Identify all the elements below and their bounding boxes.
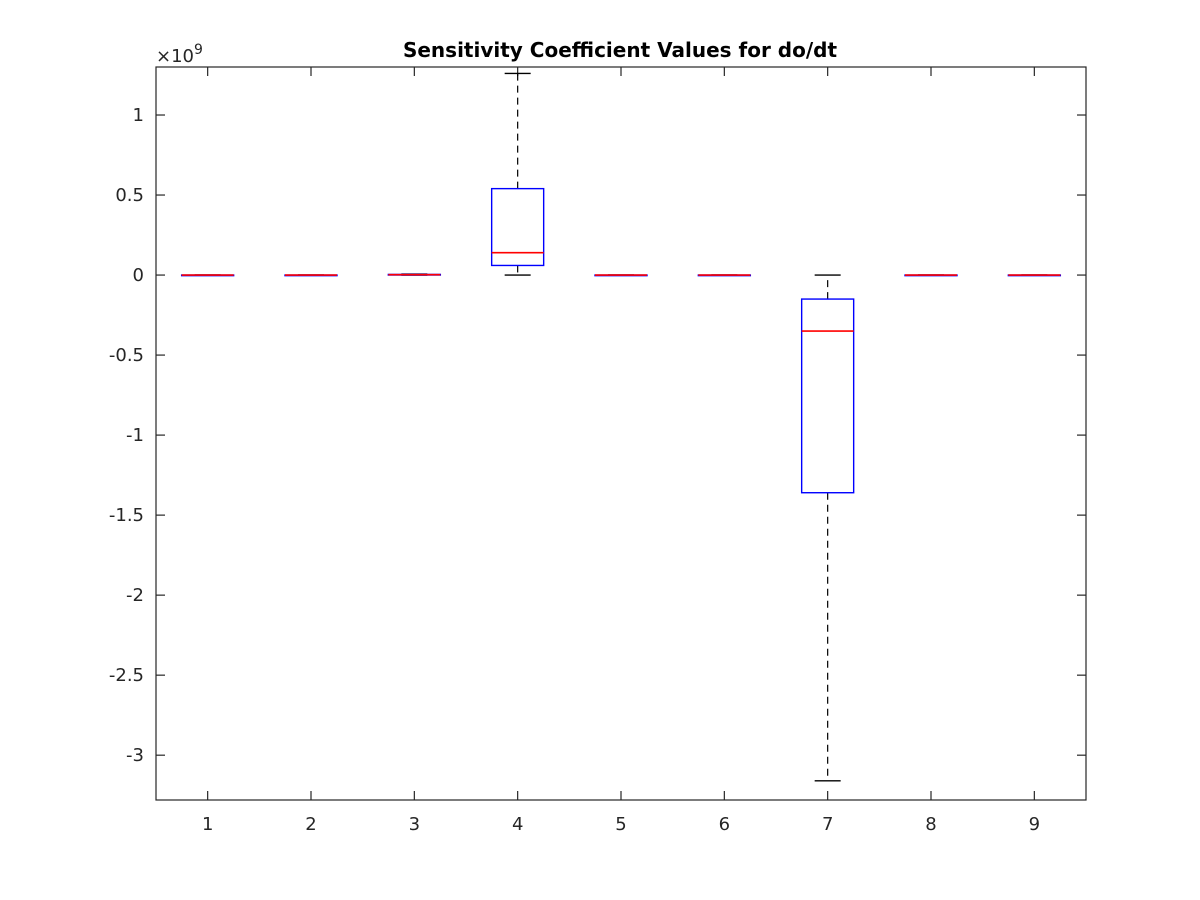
x-tick-label-6: 6 xyxy=(719,814,730,835)
x-tick-label-4: 4 xyxy=(512,814,523,835)
x-tick-label-7: 7 xyxy=(822,814,833,835)
x-tick-label-5: 5 xyxy=(615,814,626,835)
y-tick-label-4: -1 xyxy=(126,425,144,446)
y-axis-exponent-base: ×10 xyxy=(156,46,194,67)
y-tick-label-2: 0 xyxy=(133,265,144,286)
box-7 xyxy=(800,298,855,494)
y-tick-label-1: 0.5 xyxy=(115,185,144,206)
box-4 xyxy=(490,187,545,267)
y-tick-label-0: 1 xyxy=(133,105,144,126)
x-tick-label-2: 2 xyxy=(305,814,316,835)
x-tick-label-8: 8 xyxy=(925,814,936,835)
y-tick-label-5: -1.5 xyxy=(109,505,144,526)
chart-title: Sensitivity Coefficient Values for do/dt xyxy=(403,38,838,62)
x-tick-label-1: 1 xyxy=(202,814,213,835)
y-tick-label-8: -3 xyxy=(126,745,144,766)
x-tick-label-3: 3 xyxy=(409,814,420,835)
y-axis-exponent-label: ×109 xyxy=(156,42,203,67)
plot-area: 1 0.5 0 -0.5 -1 -1.5 -2 -2.5 -3 1 2 3 4 5 6 7 8 9 xyxy=(109,66,1087,835)
y-tick-label-6: -2 xyxy=(126,585,144,606)
y-axis-exponent-power: 9 xyxy=(194,42,203,58)
y-tick-label-7: -2.5 xyxy=(109,665,144,686)
x-tick-label-9: 9 xyxy=(1029,814,1040,835)
y-tick-label-3: -0.5 xyxy=(109,345,144,366)
